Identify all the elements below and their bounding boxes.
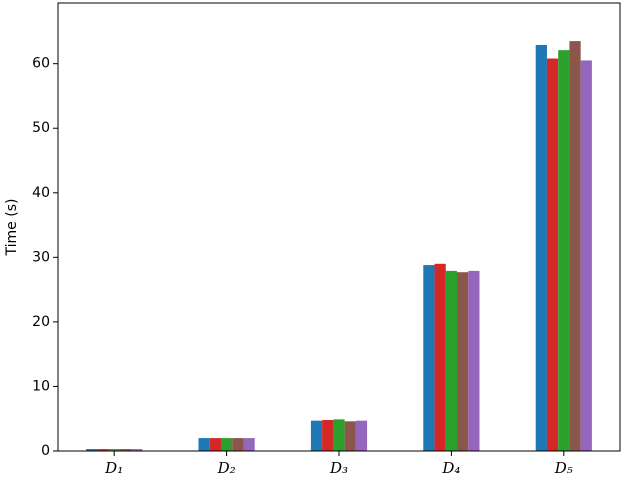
bar [108, 449, 120, 451]
bar [423, 265, 435, 451]
bar [445, 270, 458, 451]
x-tick-label: D₅ [554, 459, 573, 477]
bar [344, 421, 356, 451]
bar [198, 438, 210, 451]
bar [558, 50, 570, 451]
x-tick-label: D₁ [104, 459, 123, 477]
bar [232, 438, 244, 451]
bar [580, 60, 592, 451]
y-tick-label: 30 [32, 249, 50, 265]
bar [119, 449, 132, 451]
bar [333, 419, 345, 451]
y-tick-label: 20 [32, 314, 50, 330]
x-tick-label: D₃ [329, 459, 348, 477]
bar [535, 44, 547, 451]
bar [220, 438, 233, 451]
bar [310, 420, 323, 451]
bar [434, 263, 446, 451]
plot-frame [57, 2, 621, 452]
bar [546, 58, 559, 452]
bar [97, 449, 109, 451]
bar [322, 420, 334, 451]
x-tick-label: D₂ [217, 459, 236, 477]
x-tick-label: D₄ [441, 459, 460, 477]
y-tick-label: 10 [32, 378, 50, 394]
bar [457, 272, 469, 451]
bar [86, 449, 98, 451]
y-tick-label: 50 [32, 120, 50, 136]
bar [209, 438, 221, 451]
bar [243, 438, 255, 451]
y-tick-label: 40 [32, 185, 50, 201]
bar [355, 420, 368, 451]
bar [468, 270, 480, 451]
bar [569, 41, 581, 451]
y-axis-label: Time (s) [4, 199, 20, 257]
bar [131, 449, 143, 451]
y-tick-label: 0 [41, 443, 50, 459]
y-tick-label: 60 [32, 56, 50, 72]
